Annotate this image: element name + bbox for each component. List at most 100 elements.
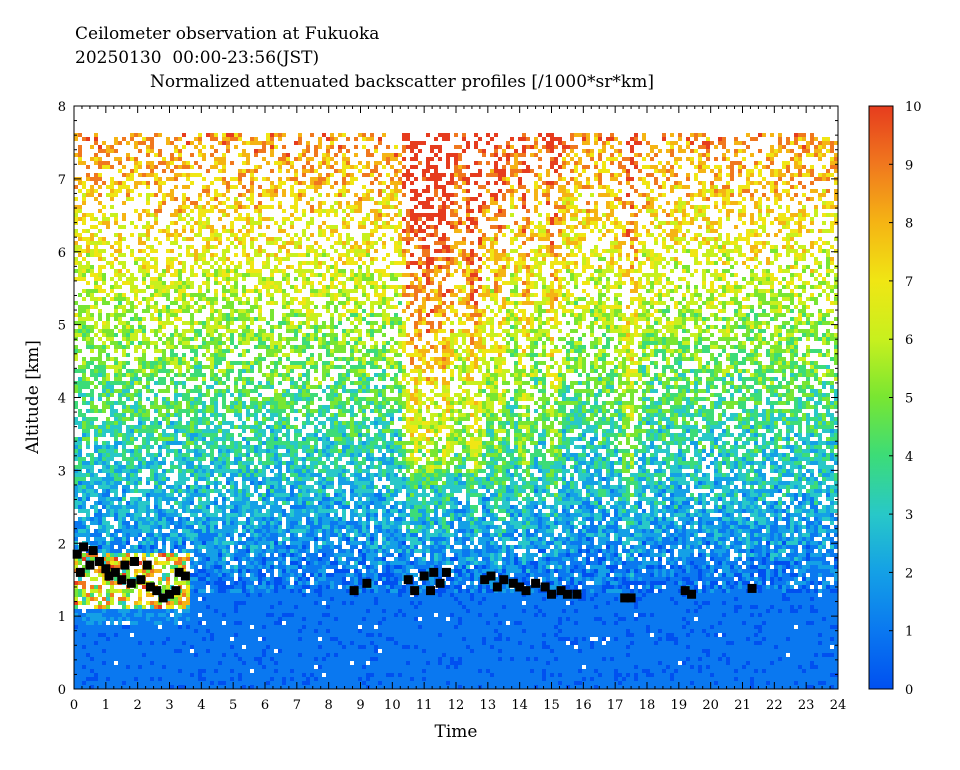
cloud-base-marker [547,589,556,599]
cloud-base-marker [410,586,420,596]
cloud-base-marker [499,575,509,585]
cloud-base-marker [94,556,104,566]
cloud-base-marker [174,567,184,577]
x-tick-label: 1 [102,698,110,713]
x-axis-label: Time [435,722,478,742]
y-tick-label: 6 [58,246,66,261]
cloud-base-marker [480,575,490,585]
cloud-base-marker [101,564,111,574]
x-tick-label: 20 [702,698,719,713]
colorbar-tick-label: 7 [905,275,913,290]
cloud-base-marker [747,583,757,593]
y-tick-label: 4 [58,392,66,407]
cloud-base-marker [85,560,95,570]
y-axis: 0 1 2 3 4 5 6 7 8 [58,100,838,698]
cloud-base-marker [620,593,630,603]
cloud-base-marker [158,593,168,603]
y-tick-label: 1 [58,610,66,625]
colorbar-tick-label: 8 [905,217,913,232]
y-tick-label: 2 [58,537,66,552]
cloud-base-marker [75,567,85,577]
cloud-base-marker [180,571,190,581]
x-tick-label: 9 [356,698,364,713]
x-tick-label: 23 [798,698,815,713]
chart-subtitle: 20250130 00:00-23:56(JST) [75,48,320,68]
cloud-base-marker [129,556,139,566]
chart-title: Ceilometer observation at Fukuoka [75,24,380,44]
y-tick-label: 5 [58,319,66,334]
x-tick-label: 10 [384,698,401,713]
cloud-base-marker [531,578,541,588]
cloud-base-marker [426,586,436,596]
y-tick-label: 0 [58,683,66,698]
x-tick-label: 5 [229,698,237,713]
cloud-base-marker [626,593,636,603]
colorbar: 0 1 2 3 4 5 6 7 8 9 10 [868,100,922,698]
colorbar-title: Normalized attenuated backscatter profil… [150,72,654,92]
cloud-base-marker [145,582,155,592]
cloud-base-marker [515,582,525,592]
cloud-base-marker [435,578,445,588]
cloud-base-marker [441,567,451,577]
x-tick-label: 12 [448,698,465,713]
x-tick-label: 22 [766,698,783,713]
cloud-base-marker [152,586,162,596]
y-tick-label: 8 [58,100,66,115]
colorbar-tick-label: 6 [905,333,913,348]
cloud-base-marker [419,571,429,581]
x-tick-label: 17 [607,698,624,713]
cloud-base-marker [72,549,82,559]
x-tick-label: 18 [639,698,656,713]
cloud-base-marker [508,578,518,588]
x-tick-label: 3 [165,698,173,713]
x-axis: 0 1 2 3 4 5 6 7 8 9 10 11 12 13 14 15 16 17 18 19 20 21 22 23 24 [70,106,846,713]
x-tick-label: 13 [480,698,497,713]
cloud-base-marker [687,589,697,599]
y-axis-label: Altitude [km] [23,340,43,455]
cloud-base-marker [120,560,130,570]
x-tick-label: 19 [671,698,688,713]
colorbar-tick-label: 1 [905,625,913,640]
x-tick-label: 15 [543,698,560,713]
cloud-base-marker [680,586,690,596]
cloud-base-marker [165,589,174,599]
cloud-base-marker [136,575,146,585]
cloud-base-marker [171,586,181,596]
cloud-base-marker [521,586,531,596]
y-tick-label: 7 [58,173,66,188]
colorbar-tick-label: 2 [905,566,913,581]
x-tick-label: 11 [416,698,433,713]
x-tick-label: 21 [734,698,751,713]
cloud-base-marker [403,575,413,585]
colorbar-tick-label: 0 [905,683,913,698]
cloud-base-marker [349,586,359,596]
colorbar-tick-label: 9 [905,158,913,173]
cloud-base-marker [362,578,372,588]
backscatter-heatmap [74,133,838,689]
colorbar-tick-label: 3 [905,508,913,523]
cloud-base-marker [572,589,582,599]
cloud-base-marker [562,589,572,599]
cloud-base-marker [104,571,114,581]
cloud-base-marker [117,575,127,585]
cloud-base-marker [556,586,566,596]
cloud-base-marker [142,560,152,570]
x-tick-label: 0 [70,698,78,713]
colorbar-tick-label: 4 [905,450,913,465]
x-tick-label: 8 [325,698,333,713]
cloud-base-marker [88,546,98,556]
x-tick-label: 2 [134,698,142,713]
x-tick-label: 16 [575,698,592,713]
x-tick-label: 24 [830,698,847,713]
colorbar-tick-label: 5 [905,392,913,407]
colorbar-tick-label: 10 [905,100,922,115]
cloud-base-marker [486,571,496,581]
cloud-base-marker [492,582,502,592]
x-tick-label: 7 [293,698,301,713]
x-tick-label: 6 [261,698,269,713]
cloud-base-markers [72,542,757,603]
cloud-base-marker [126,578,136,588]
cloud-base-marker [429,567,439,577]
cloud-base-marker [79,542,89,552]
